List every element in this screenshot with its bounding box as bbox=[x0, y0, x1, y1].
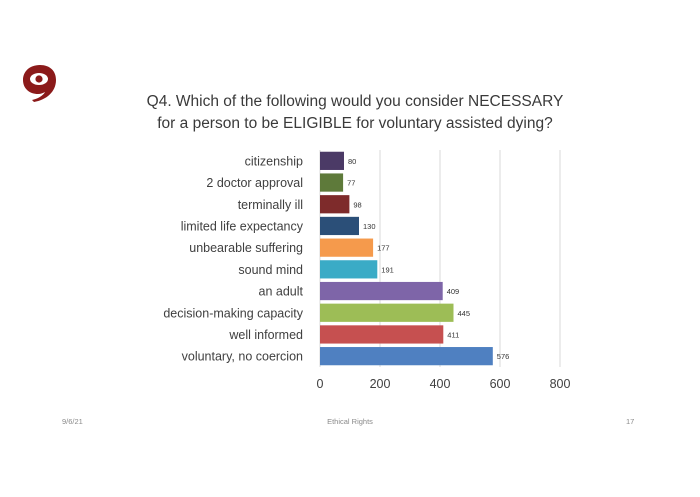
category-label-3: limited life expectancy bbox=[181, 219, 304, 233]
bar-3 bbox=[320, 216, 359, 236]
category-label-2: terminally ill bbox=[238, 198, 303, 212]
bar-6 bbox=[320, 281, 443, 301]
category-label-4: unbearable suffering bbox=[189, 241, 303, 255]
x-tick-label-600: 600 bbox=[490, 377, 511, 391]
bar-1 bbox=[320, 173, 344, 192]
category-label-8: well informed bbox=[228, 328, 303, 342]
bars bbox=[320, 151, 493, 366]
data-label-1: 77 bbox=[347, 179, 355, 188]
data-label-5: 191 bbox=[381, 265, 394, 274]
data-labels: 80 77 98 130 177 191 409 445 411 576 bbox=[347, 157, 509, 361]
category-label-1: 2 doctor approval bbox=[206, 176, 303, 190]
bar-5 bbox=[320, 260, 378, 279]
data-label-8: 411 bbox=[447, 330, 459, 339]
bar-0 bbox=[320, 151, 344, 170]
logo-eye-pupil bbox=[35, 75, 43, 83]
footer-date: 9/6/21 bbox=[62, 417, 83, 426]
data-label-7: 445 bbox=[458, 309, 471, 318]
data-label-4: 177 bbox=[377, 244, 390, 253]
footer-presentation-title: Ethical Rights bbox=[327, 417, 373, 426]
data-label-6: 409 bbox=[447, 287, 460, 296]
chart-title-line-1: Q4. Which of the following would you con… bbox=[146, 93, 564, 110]
category-labels: citizenship 2 doctor approval terminally … bbox=[163, 154, 303, 363]
data-label-2: 98 bbox=[353, 200, 361, 209]
chart-title: Q4. Which of the following would you con… bbox=[120, 91, 590, 135]
category-label-5: sound mind bbox=[238, 263, 303, 277]
x-tick-label-800: 800 bbox=[550, 377, 571, 391]
bar-7 bbox=[320, 303, 454, 322]
bar-8 bbox=[320, 325, 444, 344]
logo-icon bbox=[23, 65, 56, 102]
x-tick-label-0: 0 bbox=[317, 377, 324, 391]
data-label-0: 80 bbox=[348, 157, 356, 166]
x-axis-tick-labels: 0 200 400 600 800 bbox=[317, 377, 571, 391]
category-label-7: decision-making capacity bbox=[163, 306, 303, 320]
bar-2 bbox=[320, 195, 350, 214]
bar-4 bbox=[320, 238, 374, 257]
x-tick-label-200: 200 bbox=[370, 377, 391, 391]
category-label-9: voluntary, no coercion bbox=[182, 350, 303, 364]
data-label-3: 130 bbox=[363, 222, 376, 231]
chart-title-line-2: for a person to be ELIGIBLE for voluntar… bbox=[157, 115, 553, 132]
category-label-0: citizenship bbox=[245, 154, 303, 168]
bar-9 bbox=[320, 347, 493, 366]
x-tick-label-400: 400 bbox=[430, 377, 451, 391]
footer-page-number: 17 bbox=[626, 417, 635, 426]
data-label-9: 576 bbox=[497, 352, 510, 361]
category-label-6: an adult bbox=[259, 285, 304, 299]
